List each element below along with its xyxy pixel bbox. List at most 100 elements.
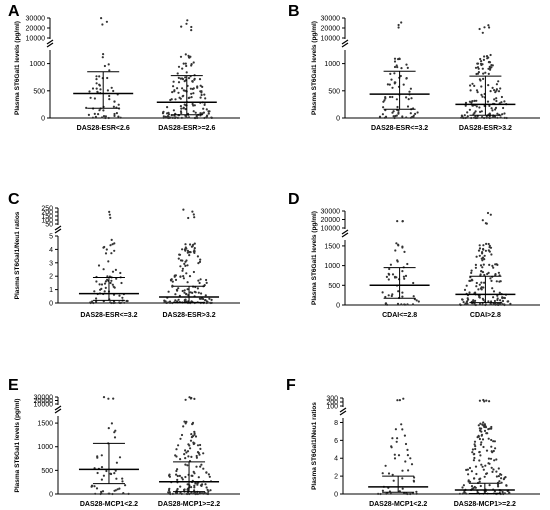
data-point (179, 485, 182, 488)
data-point (113, 100, 116, 103)
data-point (95, 75, 98, 78)
data-point (397, 23, 400, 27)
data-point (482, 244, 485, 247)
y-tick-label: 3 (49, 260, 53, 267)
data-point (462, 301, 465, 304)
data-point (192, 87, 195, 90)
data-point (186, 464, 189, 467)
data-point (179, 55, 183, 58)
data-point (481, 116, 484, 119)
data-point (200, 90, 203, 93)
data-point (111, 243, 114, 246)
data-point (509, 302, 512, 305)
data-point (487, 462, 490, 465)
data-point (208, 297, 211, 300)
data-point (478, 254, 481, 257)
data-point (401, 487, 404, 490)
data-point (381, 291, 384, 294)
data-point (405, 77, 408, 80)
data-point (198, 453, 201, 456)
data-point (406, 454, 409, 457)
data-point (182, 275, 185, 278)
data-point (190, 92, 193, 95)
panel-letter: F (286, 377, 296, 394)
data-point (481, 67, 484, 70)
data-point (118, 301, 121, 304)
data-point (494, 91, 497, 94)
group-1: DAS28-ESR<2.6 (73, 17, 134, 132)
data-point (406, 448, 409, 451)
data-point (198, 297, 201, 300)
data-point (483, 26, 486, 29)
data-point (416, 111, 419, 114)
axis-break-mark (339, 407, 347, 413)
data-point (96, 455, 99, 458)
data-point (177, 257, 180, 260)
data-point (477, 424, 480, 427)
y-tick-label: 1000 (37, 444, 53, 451)
group-2: DAS28-MCP1>=2.2 (454, 398, 516, 508)
data-point (104, 252, 108, 255)
data-point (105, 469, 108, 473)
category-label: DAS28-MCP1<2.2 (80, 501, 138, 508)
data-point (471, 82, 474, 85)
data-point (185, 292, 188, 296)
data-point (481, 31, 484, 34)
data-point (100, 478, 103, 481)
data-point (407, 469, 410, 472)
data-point (482, 77, 485, 80)
data-point (168, 474, 171, 477)
data-point (188, 444, 191, 447)
data-point (102, 53, 105, 56)
data-point (113, 489, 116, 492)
data-point (197, 291, 200, 294)
data-point (492, 440, 495, 443)
data-point (481, 303, 484, 306)
data-point (172, 109, 175, 112)
y-axis-title: Plasma ST6Gal1/Neu1 ratios (14, 211, 21, 299)
data-point (406, 303, 409, 306)
data-point (95, 78, 98, 81)
data-point (210, 298, 213, 301)
panel-letter: D (288, 191, 300, 208)
data-point (488, 104, 491, 107)
data-point (489, 457, 493, 460)
data-point (404, 460, 407, 463)
data-point (200, 292, 203, 295)
data-point (461, 298, 464, 301)
data-point (186, 249, 189, 252)
y-tick-label: 6 (334, 438, 338, 445)
axis-break-mark (341, 42, 349, 48)
y-tick-label: 300 (326, 396, 338, 403)
data-point (180, 107, 183, 110)
data-point (483, 429, 487, 432)
data-point (471, 100, 474, 103)
data-point (177, 91, 180, 94)
data-point (405, 116, 408, 119)
data-point (490, 300, 493, 303)
data-point (473, 477, 476, 480)
data-point (113, 286, 116, 289)
data-point (503, 296, 506, 300)
data-point (189, 87, 192, 90)
data-point (194, 116, 197, 120)
data-point (193, 489, 196, 492)
data-point (481, 266, 484, 269)
data-point (185, 71, 188, 74)
data-point (191, 435, 194, 438)
data-point (406, 105, 410, 108)
data-point (99, 288, 102, 291)
data-point (100, 454, 103, 457)
data-point (489, 303, 493, 306)
data-point (88, 90, 91, 93)
group-1: CDAI<=2.8 (369, 220, 430, 319)
data-point (403, 434, 406, 437)
data-point (177, 76, 180, 79)
data-point (482, 421, 485, 424)
data-point (198, 78, 202, 81)
data-point (184, 463, 187, 466)
axis-break-mark (54, 228, 62, 234)
data-point (397, 109, 400, 112)
data-point (186, 281, 189, 284)
data-point (474, 303, 477, 307)
